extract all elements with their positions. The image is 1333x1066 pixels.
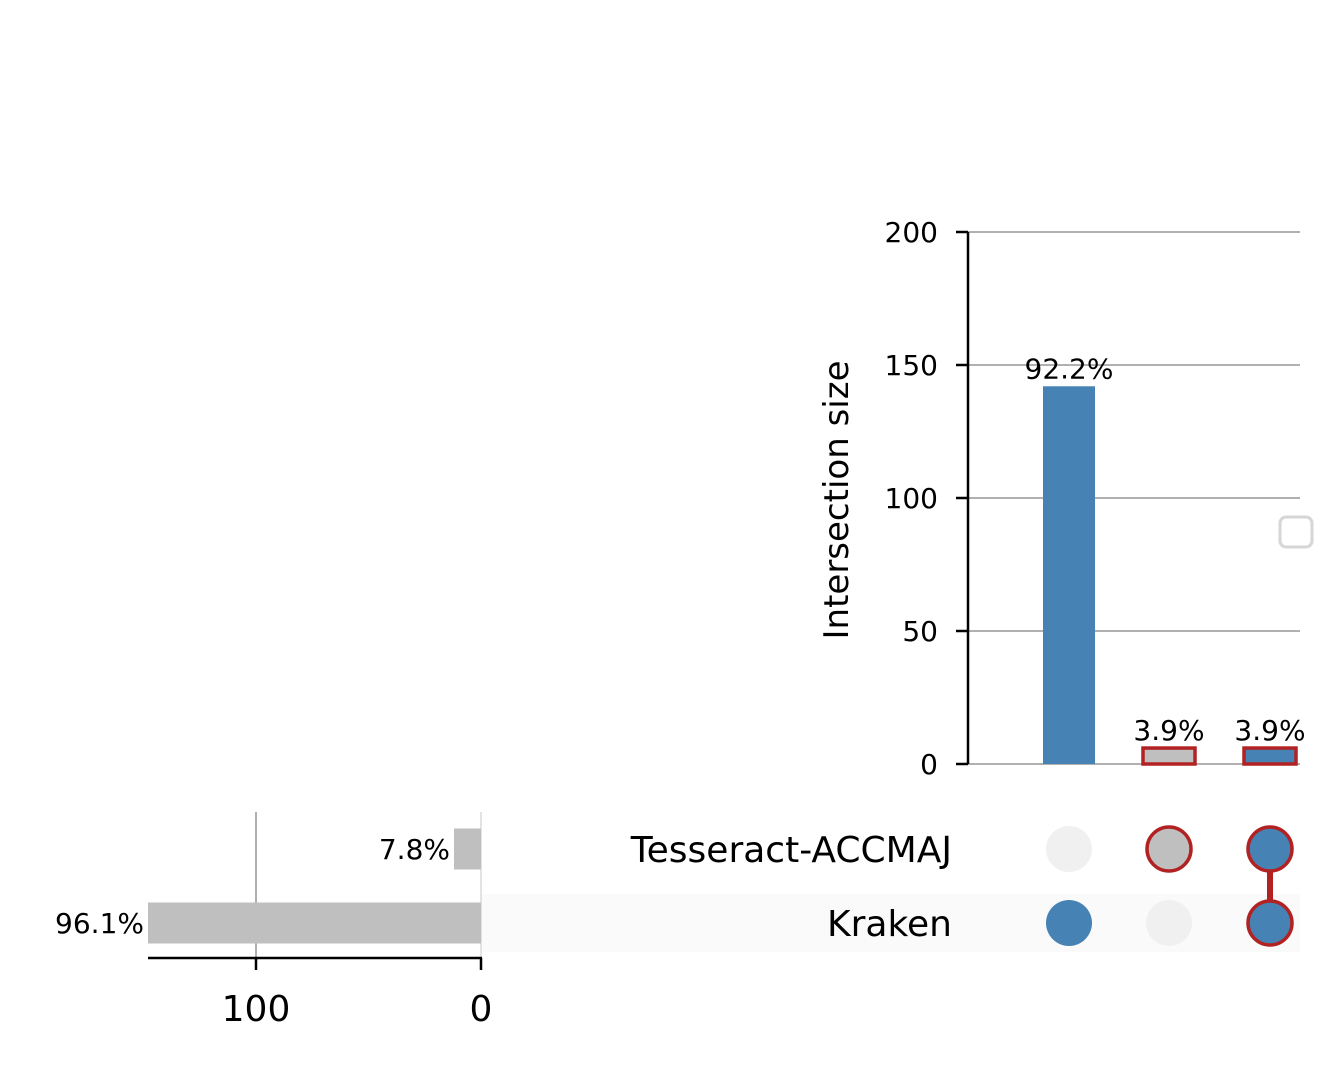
set-size-bars <box>148 828 481 944</box>
intersection-bar-label-0: 92.2% <box>1025 352 1114 385</box>
intersection-bar-2 <box>1242 746 1298 766</box>
set-names: Tesseract-ACCMAJ Kraken <box>630 830 952 945</box>
matrix-dot-1-1 <box>1146 900 1192 946</box>
matrix-dot-2-1 <box>1246 899 1294 947</box>
set-size-bar-1 <box>148 902 481 944</box>
intersection-y-ticks: 0 50 100 150 200 <box>885 216 968 781</box>
intersection-bar-labels: 92.2% 3.9% 3.9% <box>1025 352 1306 747</box>
set-x-tick-label-100: 100 <box>222 989 291 1030</box>
intersection-gridlines <box>968 231 1300 765</box>
intersection-bars <box>1043 386 1298 766</box>
matrix-dot-0-1 <box>1046 900 1092 946</box>
set-name-1: Kraken <box>827 904 952 945</box>
matrix-dot-2-0 <box>1246 825 1294 873</box>
set-size-bar-0 <box>454 828 481 870</box>
y-tick-label-150: 150 <box>885 349 938 382</box>
intersection-y-label: Intersection size <box>817 361 857 640</box>
matrix-dots <box>1046 825 1294 947</box>
intersection-bar-label-1: 3.9% <box>1133 714 1204 747</box>
matrix-dot-0-0 <box>1046 826 1092 872</box>
set-size-label-0: 7.8% <box>379 833 450 866</box>
set-size-label-1: 96.1% <box>55 907 144 940</box>
intersection-bar-label-2: 3.9% <box>1234 714 1305 747</box>
y-tick-label-200: 200 <box>885 216 938 249</box>
set-name-0: Tesseract-ACCMAJ <box>630 830 952 871</box>
intersection-bar-0 <box>1043 386 1095 764</box>
set-size-bar-labels: 7.8% 96.1% <box>55 833 450 940</box>
y-tick-label-100: 100 <box>885 482 938 515</box>
intersection-bar-1 <box>1141 746 1197 766</box>
y-tick-label-0: 0 <box>920 748 938 781</box>
set-x-tick-label-0: 0 <box>470 989 493 1030</box>
set-size-x-ticks: 100 0 <box>222 958 493 1030</box>
legend-box <box>1278 515 1314 549</box>
matrix-dot-1-0 <box>1145 825 1193 873</box>
y-tick-label-50: 50 <box>902 615 938 648</box>
